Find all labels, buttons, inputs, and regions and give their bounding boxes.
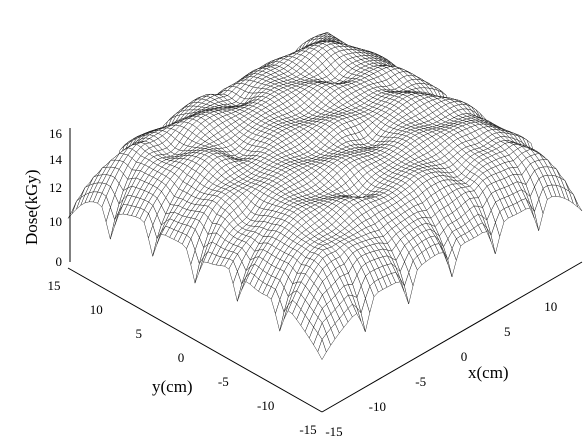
axes	[67, 128, 583, 413]
y-tick-label: 10	[90, 302, 103, 317]
y-tick-label: -15	[299, 422, 316, 437]
z-tick-label: 12	[49, 180, 62, 195]
x-axis-label: x(cm)	[468, 363, 509, 382]
y-tick-label: -5	[218, 374, 229, 389]
x-tick-label: 10	[544, 299, 557, 314]
z-axis-label: Dose(kGy)	[22, 169, 41, 245]
surface-mesh	[67, 32, 583, 361]
y-axis-label: y(cm)	[152, 377, 193, 396]
x-axis-line	[321, 261, 583, 413]
y-tick-label: -10	[257, 398, 274, 413]
z-tick-label: 0	[56, 254, 63, 269]
x-tick-label: -15	[325, 424, 342, 439]
y-axis-line	[67, 267, 323, 413]
x-tick-label: -10	[369, 399, 386, 414]
y-tick-label: 15	[48, 278, 61, 293]
surface-cell	[317, 338, 327, 361]
y-tick-label: 0	[178, 350, 185, 365]
x-tick-label: 5	[504, 324, 511, 339]
z-tick-label: 10	[49, 214, 62, 229]
x-tick-label: 0	[461, 349, 468, 364]
x-tick-label: -5	[415, 374, 426, 389]
y-tick-label: 5	[135, 326, 142, 341]
z-tick-label: 14	[49, 152, 63, 167]
z-tick-label: 16	[49, 126, 63, 141]
